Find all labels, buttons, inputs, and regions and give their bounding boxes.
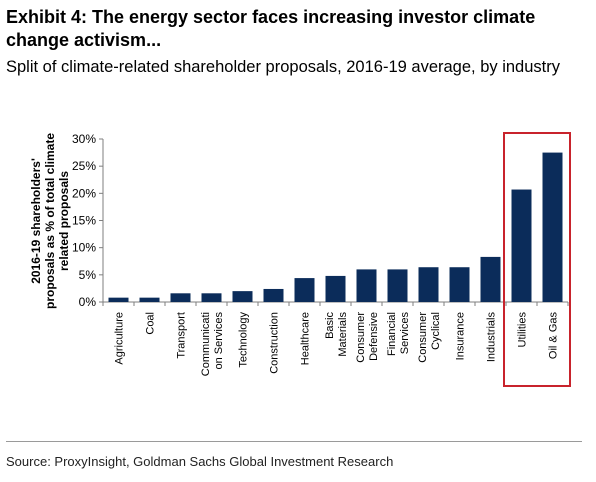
x-tick-label: Healthcare bbox=[300, 312, 312, 365]
x-tick-label-line: Construction bbox=[269, 312, 281, 374]
bar bbox=[449, 267, 470, 302]
x-tick-label-line: on Services bbox=[213, 312, 225, 370]
bar bbox=[356, 269, 377, 302]
y-axis-title-line: proposals as % of total climate bbox=[43, 133, 57, 309]
bar bbox=[294, 278, 315, 302]
x-tick-label-line: Consumer bbox=[355, 312, 367, 363]
x-tick-label: Technology bbox=[238, 312, 250, 368]
y-axis-title-line: 2016-19 shareholders' bbox=[29, 158, 43, 284]
bar bbox=[139, 297, 160, 302]
x-tick-label: FinancialServices bbox=[386, 312, 411, 357]
x-tick-label-line: Agriculture bbox=[114, 312, 126, 365]
x-tick-label-line: Services bbox=[399, 312, 411, 355]
bar bbox=[542, 152, 563, 302]
chart-title: Exhibit 4: The energy sector faces incre… bbox=[6, 7, 536, 50]
bar bbox=[325, 275, 346, 302]
x-tick-label-line: Insurance bbox=[455, 312, 467, 360]
x-tick-label: Insurance bbox=[455, 312, 467, 360]
bar bbox=[170, 293, 191, 302]
bar bbox=[387, 269, 408, 302]
bar bbox=[511, 189, 532, 302]
x-tick-label: Transport bbox=[176, 312, 188, 359]
bar bbox=[480, 256, 501, 302]
x-tick-label: Industrials bbox=[486, 312, 498, 363]
x-tick-label-line: Industrials bbox=[486, 312, 498, 363]
x-tick-label-line: Coal bbox=[145, 312, 157, 335]
y-tick-label: 5% bbox=[79, 268, 97, 282]
y-tick-label: 10% bbox=[72, 241, 96, 255]
bar bbox=[418, 267, 439, 302]
bar bbox=[201, 293, 222, 302]
x-tick-label-line: Transport bbox=[176, 312, 188, 359]
y-tick-label: 15% bbox=[72, 214, 96, 228]
x-tick-label-line: Technology bbox=[238, 312, 250, 368]
x-tick-label: ConsumerDefensive bbox=[355, 312, 380, 363]
x-tick-label: BasicMaterials bbox=[324, 312, 349, 357]
x-tick-label: Construction bbox=[269, 312, 281, 374]
x-tick-label: Agriculture bbox=[114, 312, 126, 365]
x-tick-label: Oil & Gas bbox=[548, 312, 560, 360]
x-tick-label-line: Oil & Gas bbox=[548, 312, 560, 360]
x-tick-label-line: Defensive bbox=[368, 312, 380, 361]
x-tick-label-line: Healthcare bbox=[300, 312, 312, 365]
y-axis-title: 2016-19 shareholders'proposals as % of t… bbox=[29, 133, 71, 309]
x-tick-label-line: Communicati bbox=[200, 312, 212, 376]
y-tick-label: 25% bbox=[72, 159, 96, 173]
x-tick-label-line: Consumer bbox=[417, 312, 429, 363]
x-tick-label: ConsumerCyclical bbox=[417, 312, 442, 363]
x-tick-label: Communication Services bbox=[200, 312, 225, 377]
bar-chart: 0%5%10%15%20%25%30%2016-19 shareholders'… bbox=[29, 132, 571, 387]
y-axis-title-line: related proposals bbox=[57, 171, 71, 271]
y-tick-label: 0% bbox=[79, 295, 97, 309]
bar bbox=[232, 291, 253, 302]
x-tick-label-line: Materials bbox=[337, 312, 349, 357]
x-tick-label-line: Utilities bbox=[517, 312, 529, 348]
source-note: Source: ProxyInsight, Goldman Sachs Glob… bbox=[6, 454, 394, 469]
highlight-box bbox=[503, 132, 571, 387]
y-tick-label: 30% bbox=[72, 132, 96, 146]
chart-subtitle: Split of climate-related shareholder pro… bbox=[6, 58, 560, 76]
bar bbox=[263, 288, 284, 302]
bar bbox=[108, 297, 129, 302]
x-tick-label-line: Financial bbox=[386, 312, 398, 356]
x-tick-label: Utilities bbox=[517, 312, 529, 348]
bottom-divider bbox=[6, 441, 582, 442]
y-tick-label: 20% bbox=[72, 186, 96, 200]
x-tick-label-line: Basic bbox=[324, 312, 336, 339]
x-tick-label-line: Cyclical bbox=[430, 312, 442, 350]
x-tick-label: Coal bbox=[145, 312, 157, 335]
